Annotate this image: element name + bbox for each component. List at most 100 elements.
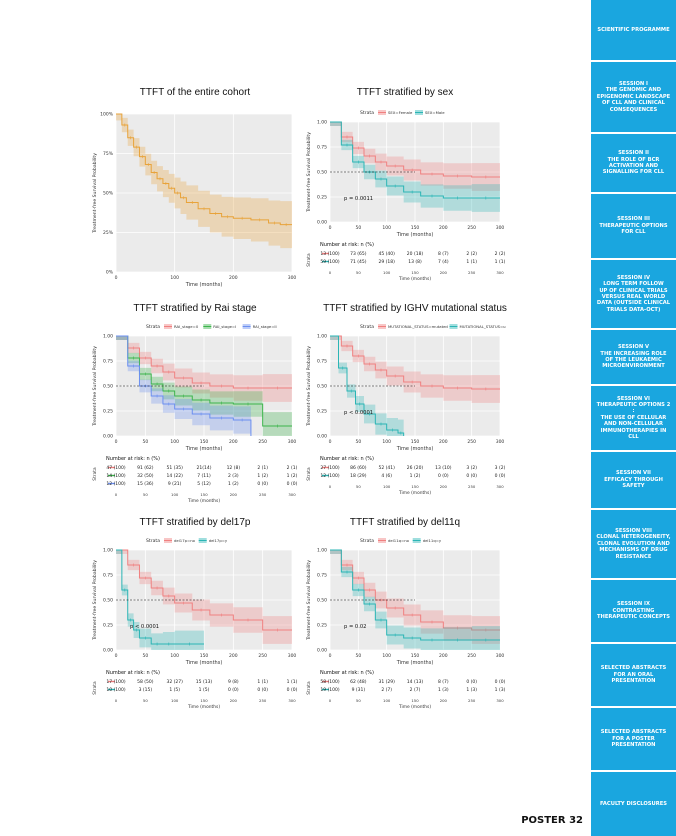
sidebar-item-session-4[interactable]: SESSION IV LONG TERM FOLLOW UP OF CLINIC… bbox=[591, 260, 676, 328]
risk-cell: 1 (3) bbox=[495, 687, 506, 693]
y-tick-label: 0.75 bbox=[317, 573, 327, 579]
risk-cell: 9 (8) bbox=[228, 679, 239, 685]
sidebar-item-selected-poster[interactable]: SELECTED ABSTRACTS FOR A POSTER PRESENTA… bbox=[591, 708, 676, 770]
x-tick-label: 0 bbox=[115, 439, 118, 445]
y-tick-label: 1.00 bbox=[317, 548, 327, 554]
risk-cell: 1 (1) bbox=[257, 679, 268, 685]
risk-x-tick-label: 250 bbox=[468, 270, 476, 275]
risk-cell: 2 (2) bbox=[466, 251, 477, 257]
risk-cell: 2 (7) bbox=[410, 687, 421, 693]
confidence-band bbox=[330, 122, 500, 213]
risk-cell: 1 (1) bbox=[466, 259, 477, 265]
y-tick-label: 0.75 bbox=[317, 359, 327, 365]
x-tick-label: 300 bbox=[288, 653, 297, 659]
legend-title: Strata bbox=[360, 538, 374, 544]
sidebar-item-session-5[interactable]: SESSION V THE INCREASING ROLE OF THE LEU… bbox=[591, 330, 676, 384]
risk-cell: 3 (15) bbox=[139, 687, 153, 693]
risk-x-tick-label: 50 bbox=[356, 484, 361, 489]
risk-table-title: Number at risk: n (%) bbox=[320, 456, 374, 462]
sidebar-item-selected-oral[interactable]: SELECTED ABSTRACTS FOR AN ORAL PRESENTAT… bbox=[591, 644, 676, 706]
sidebar-item-session-9[interactable]: SESSION IX CONTRASTING THERAPEUTIC CONCE… bbox=[591, 580, 676, 642]
y-tick-label: 0.25 bbox=[317, 623, 327, 629]
risk-cell: 32 (50) bbox=[137, 473, 154, 479]
y-axis-label: Treatment-free Survival Probability bbox=[306, 560, 312, 641]
x-tick-label: 150 bbox=[200, 439, 209, 445]
risk-cell: 2 (1) bbox=[257, 465, 268, 471]
risk-cell: 8 (7) bbox=[438, 679, 449, 685]
risk-cell: 10 (100) bbox=[106, 687, 126, 693]
risk-x-tick-label: 100 bbox=[171, 492, 179, 497]
legend-label: RAI_stage=I bbox=[213, 324, 236, 329]
risk-x-axis-label: Time (months) bbox=[398, 704, 431, 710]
sidebar-item-session-3[interactable]: SESSION III THERAPEUTIC OPTIONS FOR CLL bbox=[591, 194, 676, 258]
risk-cell: 1 (2) bbox=[287, 473, 298, 479]
legend-title: Strata bbox=[360, 110, 374, 116]
risk-x-axis-label: Time (months) bbox=[187, 704, 220, 710]
x-tick-label: 200 bbox=[439, 439, 448, 445]
legend-label: del17p=no bbox=[174, 538, 196, 543]
legend-label: del11q=no bbox=[388, 538, 410, 543]
risk-cell: 13 (10) bbox=[435, 465, 452, 471]
risk-cell: 1 (1) bbox=[495, 259, 506, 265]
legend-label: del11q=y bbox=[423, 538, 442, 543]
legend-label: RAI_stage=II bbox=[253, 324, 277, 329]
risk-x-axis-label: Time (months) bbox=[398, 276, 431, 282]
risk-cell: 32 (27) bbox=[166, 679, 183, 685]
risk-cell: 2 (7) bbox=[381, 687, 392, 693]
sidebar-item-session-8[interactable]: SESSION VIII CLONAL HETEROGENEITY, CLONA… bbox=[591, 510, 676, 578]
risk-cell: 2 (3) bbox=[228, 473, 239, 479]
risk-x-tick-label: 200 bbox=[440, 698, 448, 703]
x-tick-label: 150 bbox=[411, 225, 420, 231]
risk-cell: 58 (50) bbox=[137, 679, 154, 685]
risk-cell: 12 (100) bbox=[106, 481, 126, 487]
x-tick-label: 50 bbox=[142, 439, 148, 445]
y-tick-label: 1.00 bbox=[103, 334, 113, 340]
x-tick-label: 200 bbox=[229, 275, 238, 281]
risk-cell: 1 (1) bbox=[287, 679, 298, 685]
confidence-band bbox=[330, 122, 500, 192]
risk-cell: 15 (36) bbox=[137, 481, 154, 487]
sidebar-item-session-2[interactable]: SESSION II THE ROLE OF BCR ACTIVATION AN… bbox=[591, 134, 676, 192]
risk-cell: 3 (2) bbox=[495, 465, 506, 471]
p-value: p = 0.0011 bbox=[344, 196, 373, 202]
x-axis-label: Time (months) bbox=[396, 446, 434, 452]
risk-x-tick-label: 150 bbox=[200, 492, 208, 497]
risk-x-tick-label: 300 bbox=[288, 492, 296, 497]
survival-curve bbox=[116, 335, 292, 427]
sidebar-item-faculty-disclosures[interactable]: FACULTY DISCLOSURES bbox=[591, 772, 676, 836]
survival-curve bbox=[330, 121, 500, 178]
risk-table-title: Number at risk: n (%) bbox=[106, 670, 160, 676]
y-tick-label: 50% bbox=[103, 191, 114, 197]
risk-cell: 18 (29) bbox=[350, 473, 367, 479]
sidebar-item-scientific-programme[interactable]: SCIENTIFIC PROGRAMME bbox=[591, 0, 676, 60]
y-tick-label: 0.50 bbox=[103, 598, 113, 604]
sidebar-item-session-1[interactable]: SESSION I THE GENOMIC AND EPIGENOMIC LAN… bbox=[591, 62, 676, 132]
survival-curve bbox=[330, 335, 405, 436]
risk-x-tick-label: 0 bbox=[329, 270, 332, 275]
risk-x-tick-label: 150 bbox=[411, 484, 419, 489]
panel-title-rai: TTFT stratified by Rai stage bbox=[133, 303, 257, 314]
x-tick-label: 50 bbox=[355, 439, 361, 445]
panel-title-ighv: TTFT stratified by IGHV mutational statu… bbox=[323, 303, 507, 314]
risk-cell: 45 (40) bbox=[378, 251, 395, 257]
risk-cell: 14 (100) bbox=[106, 473, 126, 479]
survival-curve bbox=[116, 549, 292, 631]
y-tick-label: 25% bbox=[103, 230, 114, 236]
risk-x-tick-label: 100 bbox=[383, 698, 391, 703]
x-tick-label: 250 bbox=[258, 439, 267, 445]
x-axis-label: Time (months) bbox=[185, 660, 223, 666]
risk-x-tick-label: 200 bbox=[440, 270, 448, 275]
x-tick-label: 100 bbox=[382, 225, 391, 231]
risk-cell: 0 (0) bbox=[466, 679, 477, 685]
sidebar-item-session-7[interactable]: SESSION VII EFFICACY THROUGH SAFETY bbox=[591, 452, 676, 508]
risk-x-tick-label: 150 bbox=[411, 698, 419, 703]
x-tick-label: 100 bbox=[170, 275, 179, 281]
y-tick-label: 0.25 bbox=[317, 409, 327, 415]
p-value: p < 0.0001 bbox=[344, 410, 373, 416]
risk-cell: 0 (0) bbox=[466, 473, 477, 479]
risk-x-tick-label: 50 bbox=[356, 698, 361, 703]
legend-title: Strata bbox=[146, 538, 160, 544]
sidebar-item-session-6[interactable]: SESSION VI THERAPEUTIC OPTIONS 2 : THE U… bbox=[591, 386, 676, 450]
risk-cell: 2 (1) bbox=[287, 465, 298, 471]
y-tick-label: 100% bbox=[100, 112, 114, 118]
